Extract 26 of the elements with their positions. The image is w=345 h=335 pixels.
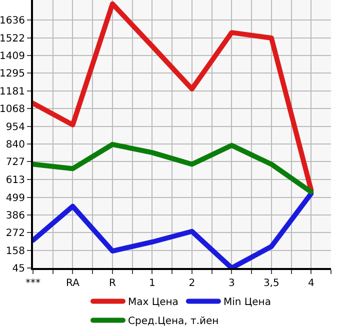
legend-label: Max Цена xyxy=(128,297,178,308)
x-tick-label: 2 xyxy=(188,278,196,289)
x-tick-label: 3 xyxy=(228,278,235,289)
x-tick-label: 1 xyxy=(149,278,156,289)
y-tick-label: 954 xyxy=(6,122,25,133)
y-tick-label: 727 xyxy=(6,157,25,168)
x-tick-label: *** xyxy=(26,278,40,289)
y-tick-label: 1522 xyxy=(0,33,25,44)
y-tick-label: 272 xyxy=(6,228,25,240)
y-tick-label: 386 xyxy=(6,210,25,222)
y-tick-label: 1295 xyxy=(0,68,25,80)
y-tick-label: 499 xyxy=(6,192,25,204)
y-tick-label: 1409 xyxy=(0,50,25,62)
y-tick-label: 158 xyxy=(6,246,25,257)
y-tick-label: 840 xyxy=(6,140,25,151)
y-tick-label: 613 xyxy=(6,175,25,186)
y-tick-label: 1068 xyxy=(0,104,25,116)
x-tick-label: RA xyxy=(66,278,80,289)
legend-label: Сред.Цена, т.йен xyxy=(128,316,219,328)
legend-label: Min Цена xyxy=(223,297,271,308)
y-tick-label: 1181 xyxy=(0,86,25,98)
y-tick-label: 1636 xyxy=(0,16,25,27)
x-tick-label: 4 xyxy=(308,278,314,289)
x-tick-label: R xyxy=(108,278,116,289)
x-tick-label: 3,5 xyxy=(263,278,280,289)
y-tick-label: 45 xyxy=(12,264,25,274)
